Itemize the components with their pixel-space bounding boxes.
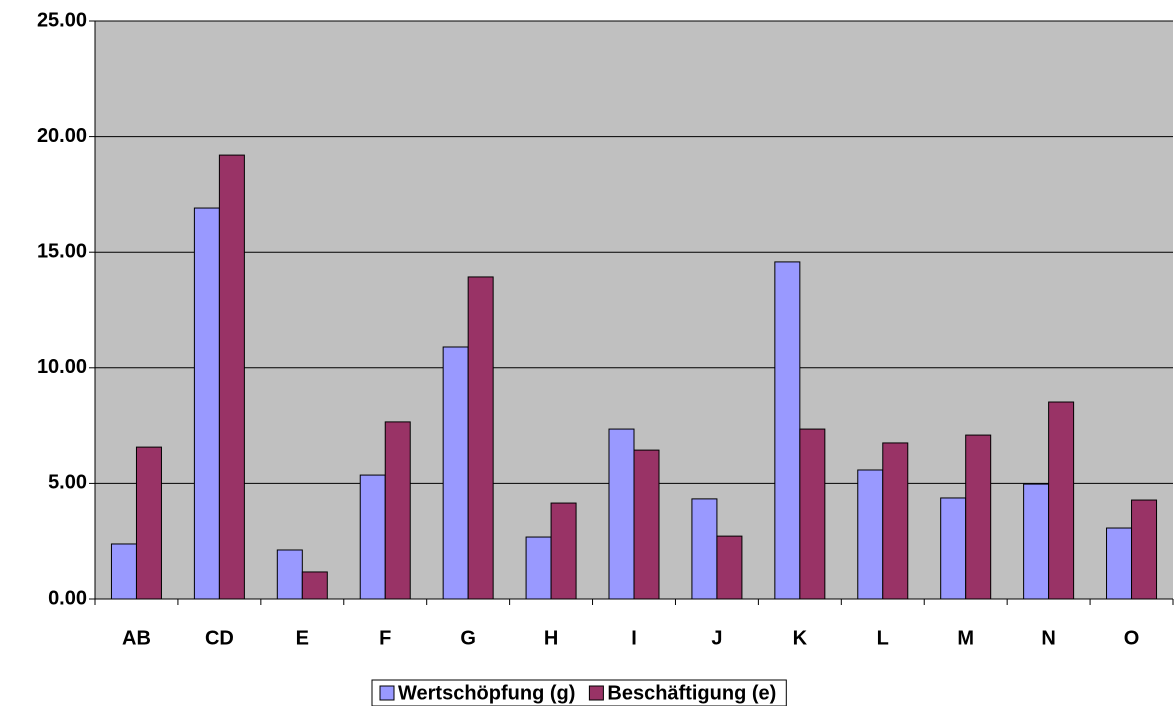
bar [135, 446, 162, 600]
y-tick-label: 20.00 [37, 125, 87, 147]
bar [940, 497, 967, 600]
bar [633, 449, 660, 600]
bar [882, 442, 909, 600]
bar [218, 154, 245, 600]
x-tick-label: N [1041, 627, 1055, 649]
x-tick-label: K [793, 627, 808, 649]
x-tick-label: I [631, 627, 637, 649]
x-tick-label: F [379, 627, 391, 649]
legend: Wertschöpfung (g) Beschäftigung (e) [371, 679, 787, 706]
legend-label: Beschäftigung (e) [607, 682, 776, 704]
x-tick-label: CD [205, 627, 234, 649]
legend-box [371, 679, 787, 706]
x-tick-label: M [957, 627, 974, 649]
bar [1048, 401, 1075, 600]
bar [110, 543, 137, 600]
bar [608, 428, 635, 600]
bar [467, 276, 494, 600]
bar [716, 535, 743, 600]
bar [442, 346, 469, 600]
x-tick-label: AB [122, 627, 151, 649]
y-tick-label: 0.00 [48, 587, 87, 609]
x-tick-label: J [711, 627, 722, 649]
bar [774, 261, 801, 600]
bar [550, 502, 577, 600]
bar [525, 536, 552, 600]
bar [691, 498, 718, 600]
bar [384, 421, 411, 600]
x-tick-label: L [877, 627, 889, 649]
bar [965, 434, 992, 600]
bar [857, 469, 884, 600]
legend-label: Wertschöpfung (g) [398, 682, 575, 704]
y-tick-label: 10.00 [37, 356, 87, 378]
legend-swatch [588, 685, 604, 701]
bar [799, 428, 826, 600]
bar [1023, 483, 1050, 600]
legend-swatch [379, 685, 395, 701]
bar [276, 549, 303, 600]
x-tick-label: O [1124, 627, 1140, 649]
bar [1131, 499, 1158, 600]
y-tick-label: 15.00 [37, 240, 87, 262]
bar [359, 474, 386, 600]
bar [193, 207, 220, 600]
x-tick-label: H [544, 627, 558, 649]
x-tick-label: G [460, 627, 476, 649]
bar [301, 571, 328, 600]
bar [1106, 527, 1133, 600]
y-tick-label: 5.00 [48, 472, 87, 494]
x-tick-label: E [296, 627, 309, 649]
y-tick-label: 25.00 [37, 9, 87, 31]
